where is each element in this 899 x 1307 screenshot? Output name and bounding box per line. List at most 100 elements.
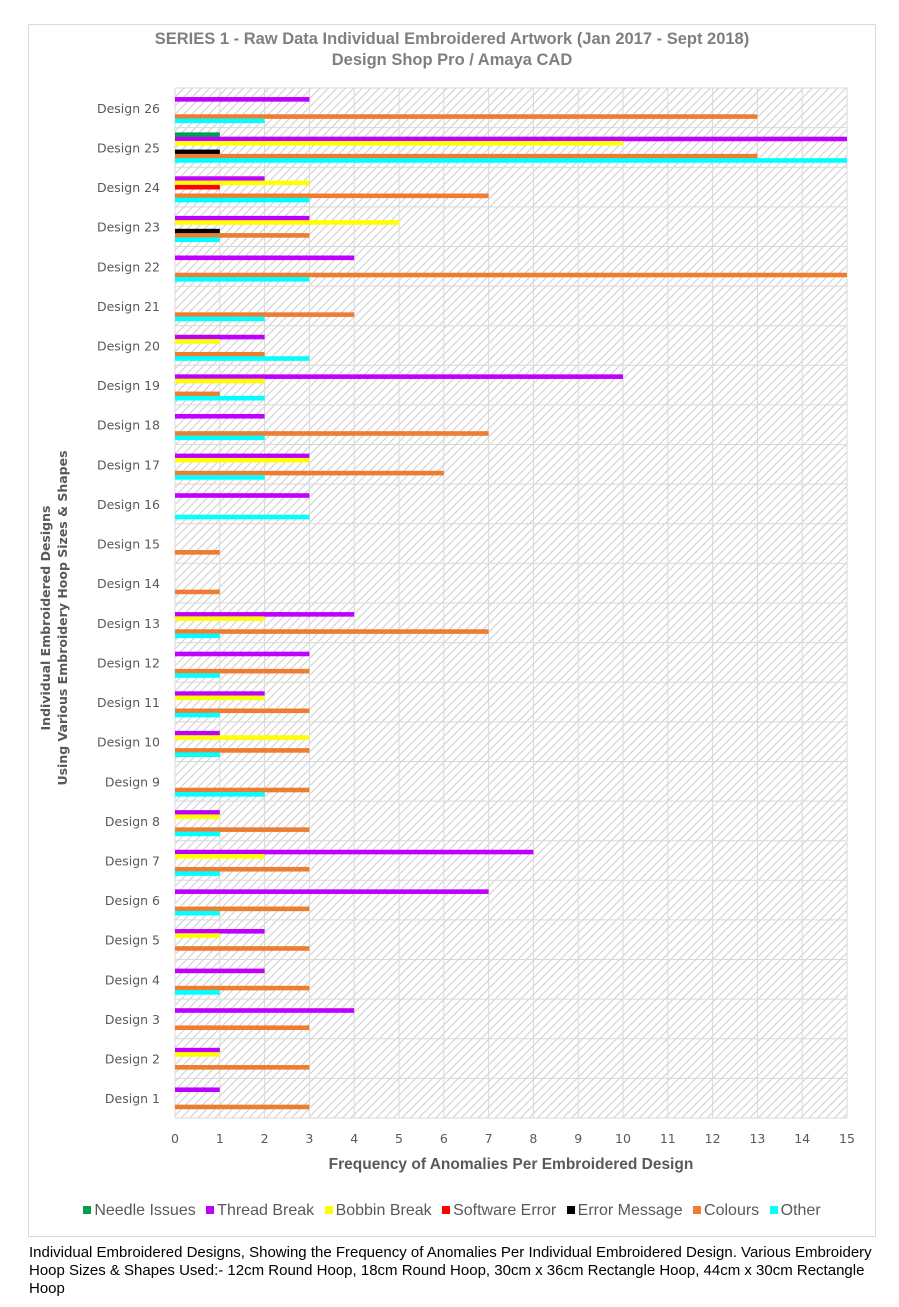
bar-other[interactable] bbox=[175, 237, 220, 243]
bar-thread-break[interactable] bbox=[175, 1047, 220, 1053]
bar-other[interactable] bbox=[175, 752, 220, 758]
bar-bobbin-break[interactable] bbox=[175, 180, 310, 186]
bar-other[interactable] bbox=[175, 356, 310, 361]
bar-colours[interactable] bbox=[175, 550, 220, 555]
bar-bobbin-break[interactable] bbox=[175, 378, 265, 384]
bar-colours[interactable] bbox=[175, 668, 310, 674]
bar-colours[interactable] bbox=[175, 114, 758, 119]
bar-other[interactable] bbox=[175, 673, 220, 678]
bar-thread-break[interactable] bbox=[175, 1087, 220, 1093]
bar-thread-break[interactable] bbox=[175, 215, 310, 221]
bar-colours[interactable] bbox=[175, 1025, 310, 1031]
bar-thread-break[interactable] bbox=[175, 136, 847, 142]
chart-subtitle: Design Shop Pro / Amaya CAD bbox=[331, 51, 573, 69]
bar-colours[interactable] bbox=[175, 391, 220, 397]
bar-other[interactable] bbox=[175, 633, 220, 639]
bar-error-message[interactable] bbox=[175, 149, 220, 155]
bar-colours[interactable] bbox=[175, 866, 310, 872]
bar-bobbin-break[interactable] bbox=[175, 814, 220, 820]
bar-thread-break[interactable] bbox=[175, 1008, 355, 1013]
legend-item-other[interactable]: Other bbox=[769, 1202, 821, 1220]
bar-thread-break[interactable] bbox=[175, 97, 310, 102]
y-tick-label: Design 17 bbox=[97, 457, 160, 472]
bar-bobbin-break[interactable] bbox=[175, 695, 265, 701]
bar-colours[interactable] bbox=[175, 193, 489, 199]
bar-bobbin-break[interactable] bbox=[175, 457, 310, 463]
bar-other[interactable] bbox=[175, 435, 265, 441]
bar-colours[interactable] bbox=[175, 827, 310, 832]
bar-thread-break[interactable] bbox=[175, 849, 534, 855]
legend-item-error-message[interactable]: Error Message bbox=[566, 1202, 683, 1220]
bar-other[interactable] bbox=[175, 871, 220, 876]
legend-item-software-error[interactable]: Software Error bbox=[442, 1202, 556, 1220]
bar-other[interactable] bbox=[175, 910, 220, 916]
bar-colours[interactable] bbox=[175, 589, 220, 595]
bar-other[interactable] bbox=[175, 475, 265, 480]
bar-bobbin-break[interactable] bbox=[175, 735, 310, 740]
bar-colours[interactable] bbox=[175, 312, 355, 317]
bar-colours[interactable] bbox=[175, 233, 310, 238]
bar-colours[interactable] bbox=[175, 1104, 310, 1110]
bar-other[interactable] bbox=[175, 792, 265, 797]
bar-other[interactable] bbox=[175, 395, 265, 401]
bar-colours[interactable] bbox=[175, 708, 310, 714]
bar-other[interactable] bbox=[175, 158, 847, 163]
bar-thread-break[interactable] bbox=[175, 730, 220, 736]
bar-thread-break[interactable] bbox=[175, 334, 265, 340]
bar-colours[interactable] bbox=[175, 351, 265, 357]
bar-thread-break[interactable] bbox=[175, 612, 355, 617]
bar-colours[interactable] bbox=[175, 1065, 310, 1070]
bar-other[interactable] bbox=[175, 316, 265, 322]
legend-item-needle-issues[interactable]: Needle Issues bbox=[83, 1202, 196, 1220]
legend-swatch bbox=[769, 1206, 778, 1214]
bar-thread-break[interactable] bbox=[175, 691, 265, 696]
y-tick-label: Design 13 bbox=[97, 616, 160, 631]
bar-other[interactable] bbox=[175, 990, 220, 995]
bar-colours[interactable] bbox=[175, 153, 758, 159]
bar-error-message[interactable] bbox=[175, 228, 220, 234]
bar-thread-break[interactable] bbox=[175, 889, 489, 894]
bar-colours[interactable] bbox=[175, 946, 310, 951]
bar-needle-issues[interactable] bbox=[175, 132, 220, 137]
legend-item-colours[interactable]: Colours bbox=[693, 1202, 759, 1220]
bar-thread-break[interactable] bbox=[175, 928, 265, 934]
bar-thread-break[interactable] bbox=[175, 413, 265, 419]
bar-bobbin-break[interactable] bbox=[175, 140, 623, 146]
bar-thread-break[interactable] bbox=[175, 810, 220, 815]
legend-swatch bbox=[566, 1206, 575, 1214]
bar-colours[interactable] bbox=[175, 272, 847, 278]
bar-thread-break[interactable] bbox=[175, 453, 310, 459]
bar-bobbin-break[interactable] bbox=[175, 1052, 220, 1057]
x-tick-label: 1 bbox=[216, 1131, 224, 1146]
bar-colours[interactable] bbox=[175, 431, 489, 436]
bar-other[interactable] bbox=[175, 118, 265, 124]
bar-thread-break[interactable] bbox=[175, 968, 265, 974]
bar-other[interactable] bbox=[175, 514, 310, 520]
bar-thread-break[interactable] bbox=[175, 493, 310, 498]
x-tick-label: 10 bbox=[615, 1131, 631, 1146]
bar-colours[interactable] bbox=[175, 985, 310, 991]
bar-colours[interactable] bbox=[175, 906, 310, 912]
bar-thread-break[interactable] bbox=[175, 374, 623, 379]
bar-colours[interactable] bbox=[175, 629, 489, 634]
x-tick-label: 7 bbox=[485, 1131, 493, 1146]
bar-bobbin-break[interactable] bbox=[175, 933, 220, 938]
bar-colours[interactable] bbox=[175, 470, 444, 476]
bar-thread-break[interactable] bbox=[175, 255, 355, 261]
legend-item-thread-break[interactable]: Thread Break bbox=[206, 1202, 314, 1220]
bar-bobbin-break[interactable] bbox=[175, 616, 265, 621]
bar-bobbin-break[interactable] bbox=[175, 854, 265, 859]
bar-bobbin-break[interactable] bbox=[175, 220, 399, 225]
bar-software-error[interactable] bbox=[175, 184, 220, 190]
bar-other[interactable] bbox=[175, 277, 310, 282]
bar-other[interactable] bbox=[175, 831, 220, 837]
bar-bobbin-break[interactable] bbox=[175, 339, 220, 344]
legend-item-bobbin-break[interactable]: Bobbin Break bbox=[324, 1202, 432, 1220]
bar-colours[interactable] bbox=[175, 787, 310, 793]
bar-thread-break[interactable] bbox=[175, 651, 310, 657]
legend-swatch bbox=[442, 1206, 451, 1214]
bar-thread-break[interactable] bbox=[175, 176, 265, 181]
bar-other[interactable] bbox=[175, 712, 220, 718]
bar-colours[interactable] bbox=[175, 748, 310, 753]
bar-other[interactable] bbox=[175, 197, 310, 203]
